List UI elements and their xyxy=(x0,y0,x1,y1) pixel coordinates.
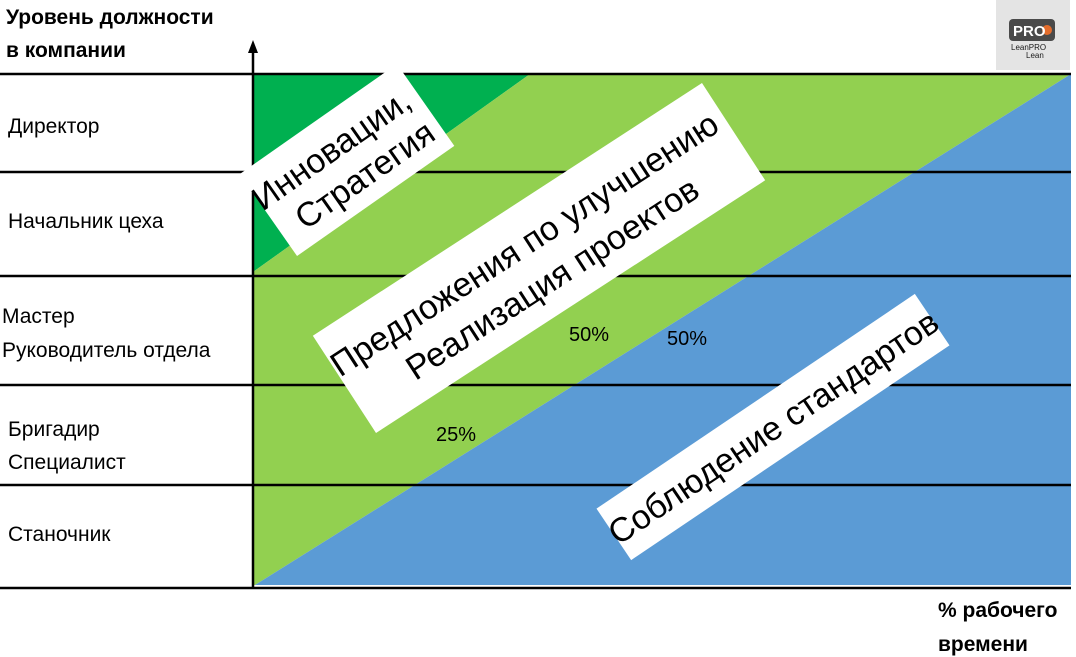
logo-main-text: PRO xyxy=(1013,23,1046,40)
level-label-foreman: Бригадир Специалист xyxy=(8,418,126,474)
level-label-line: Мастер xyxy=(2,305,75,328)
level-label-machinist: Станочник xyxy=(8,523,111,546)
level-label-line: Начальник цеха xyxy=(8,210,164,233)
standards-region xyxy=(255,74,1071,585)
percent-label-improvement-25: 25% xyxy=(436,424,476,446)
logo-dot-icon xyxy=(1042,25,1052,35)
standards-label-box xyxy=(596,293,950,561)
logo-tag-text: Lean xyxy=(1026,51,1044,60)
level-label-line: Директор xyxy=(8,115,99,138)
y-axis-arrow-icon xyxy=(248,40,258,53)
x-axis-title: % рабочего времени xyxy=(938,599,1063,656)
y-axis-title-line: в компании xyxy=(6,39,126,62)
logo-sub-text: LeanPRO xyxy=(1011,43,1046,52)
x-axis-title-line: времени xyxy=(938,633,1028,656)
level-label-master: Мастер Руководитель отдела xyxy=(2,305,211,362)
level-label-line: Станочник xyxy=(8,523,111,546)
percent-label-improvement-50: 50% xyxy=(569,324,609,346)
leanpro-logo: PRO LeanPRO Lean xyxy=(996,0,1070,70)
improvement-region xyxy=(253,74,1071,585)
innovation-label-box xyxy=(239,63,455,257)
level-label-line: Специалист xyxy=(8,451,126,474)
level-label-shop-head: Начальник цеха xyxy=(8,210,164,233)
percent-label-standards-50: 50% xyxy=(667,328,707,350)
level-label-line: Бригадир xyxy=(8,418,100,441)
level-label-director: Директор xyxy=(8,115,99,138)
level-label-line: Руководитель отдела xyxy=(2,339,211,362)
y-axis-title: Уровень должности в компании xyxy=(6,6,219,62)
improvement-label-box xyxy=(312,83,766,433)
y-axis-title-line: Уровень должности xyxy=(6,6,214,29)
x-axis-title-line: % рабочего xyxy=(938,599,1057,622)
logo-badge xyxy=(1009,19,1055,41)
y-axis xyxy=(248,40,258,588)
